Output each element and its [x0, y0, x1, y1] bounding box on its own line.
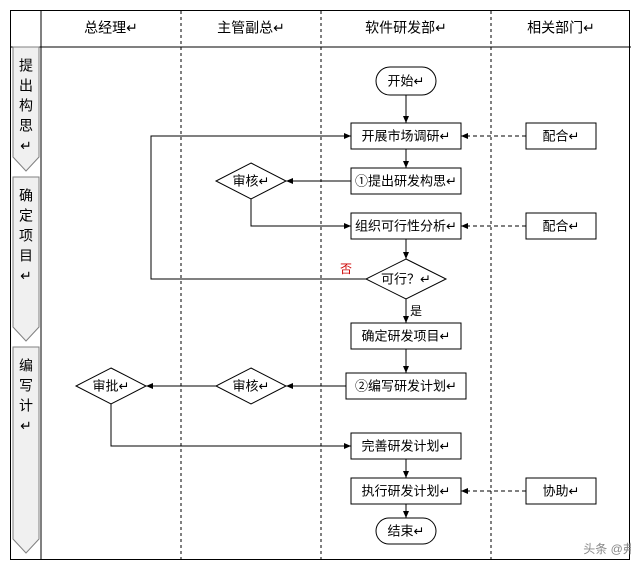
svg-text:确: 确: [19, 189, 33, 205]
node-end: 结束↵: [376, 518, 436, 544]
svg-text:①提出研发构思↵: ①提出研发构思↵: [355, 174, 457, 189]
svg-text:确定研发项目↵: 确定研发项目↵: [362, 329, 451, 344]
node-confirm: 确定研发项目↵: [351, 323, 461, 349]
lane-header-l2: 主管副总↵: [217, 21, 285, 37]
phase-p3: 编写计 ↵: [13, 347, 39, 553]
edge-approve-improve: [111, 404, 351, 446]
edge-ok-research: [151, 136, 366, 279]
svg-text:相关部门↵: 相关部门↵: [527, 21, 595, 37]
phase-p1: 提出构思 ↵: [13, 47, 39, 171]
node-idea: ①提出研发构思↵: [351, 168, 461, 194]
node-improve: 完善研发计划↵: [351, 433, 461, 459]
flowchart-svg: 总经理↵ 主管副总↵ 软件研发部↵ 相关部门↵ 提出构思 ↵ 确定项目 ↵ 编写计 ↵ 开始↵ 开展市…: [11, 11, 631, 559]
node-coop1: 配合↵: [526, 123, 596, 149]
svg-text:↵: ↵: [20, 420, 32, 435]
svg-text:②编写研发计划↵: ②编写研发计划↵: [355, 379, 457, 394]
svg-text:是: 是: [410, 304, 422, 318]
svg-text:目: 目: [19, 250, 33, 265]
phase-p2: 确定项目 ↵: [13, 177, 39, 341]
svg-text:出: 出: [19, 79, 33, 95]
svg-text:主管副总↵: 主管副总↵: [217, 21, 285, 37]
svg-text:↵: ↵: [20, 270, 32, 285]
svg-text:否: 否: [340, 262, 352, 276]
svg-text:审核↵: 审核↵: [233, 379, 270, 394]
watermark: 头条 @弗布克: [583, 542, 631, 556]
svg-text:审批↵: 审批↵: [93, 379, 130, 394]
svg-text:组织可行性分析↵: 组织可行性分析↵: [355, 219, 457, 234]
node-research: 开展市场调研↵: [351, 123, 461, 149]
node-assist: 协助↵: [526, 478, 596, 504]
node-review2: 审核↵: [216, 368, 286, 404]
node-start: 开始↵: [376, 67, 436, 95]
node-review1: 审核↵: [216, 163, 286, 199]
node-feas: 组织可行性分析↵: [351, 213, 461, 239]
svg-text:配合↵: 配合↵: [543, 129, 580, 144]
lane-header-l1: 总经理↵: [84, 21, 138, 37]
node-plan: ②编写研发计划↵: [346, 373, 466, 399]
svg-text:审核↵: 审核↵: [233, 174, 270, 189]
lane-header-l4: 相关部门↵: [527, 21, 595, 37]
svg-text:编: 编: [19, 359, 33, 375]
svg-text:开展市场调研↵: 开展市场调研↵: [362, 129, 451, 144]
svg-text:配合↵: 配合↵: [543, 219, 580, 234]
node-execute: 执行研发计划↵: [351, 478, 461, 504]
svg-text:可行？↵: 可行？↵: [381, 272, 431, 287]
svg-text:定: 定: [19, 209, 33, 225]
svg-text:协助↵: 协助↵: [543, 484, 580, 499]
svg-text:软件研发部↵: 软件研发部↵: [365, 21, 447, 37]
svg-text:项: 项: [19, 230, 33, 245]
svg-text:开始↵: 开始↵: [388, 74, 425, 89]
node-approve: 审批↵: [76, 368, 146, 404]
svg-text:执行研发计划↵: 执行研发计划↵: [362, 484, 451, 499]
swimlane-flowchart: 总经理↵ 主管副总↵ 软件研发部↵ 相关部门↵ 提出构思 ↵ 确定项目 ↵ 编写计 ↵ 开始↵ 开展市…: [10, 10, 630, 560]
svg-text:结束↵: 结束↵: [388, 524, 425, 539]
node-ok: 可行？↵: [366, 259, 446, 299]
svg-text:构: 构: [19, 99, 33, 115]
svg-text:写: 写: [19, 380, 33, 395]
node-coop2: 配合↵: [526, 213, 596, 239]
svg-text:思: 思: [19, 120, 33, 135]
svg-text:计: 计: [19, 399, 33, 415]
edge-review1-feas: [251, 199, 351, 226]
svg-text:↵: ↵: [20, 140, 32, 155]
svg-text:完善研发计划↵: 完善研发计划↵: [362, 439, 451, 454]
lane-header-l3: 软件研发部↵: [365, 21, 447, 37]
svg-text:提: 提: [19, 59, 33, 75]
svg-text:总经理↵: 总经理↵: [84, 21, 138, 37]
